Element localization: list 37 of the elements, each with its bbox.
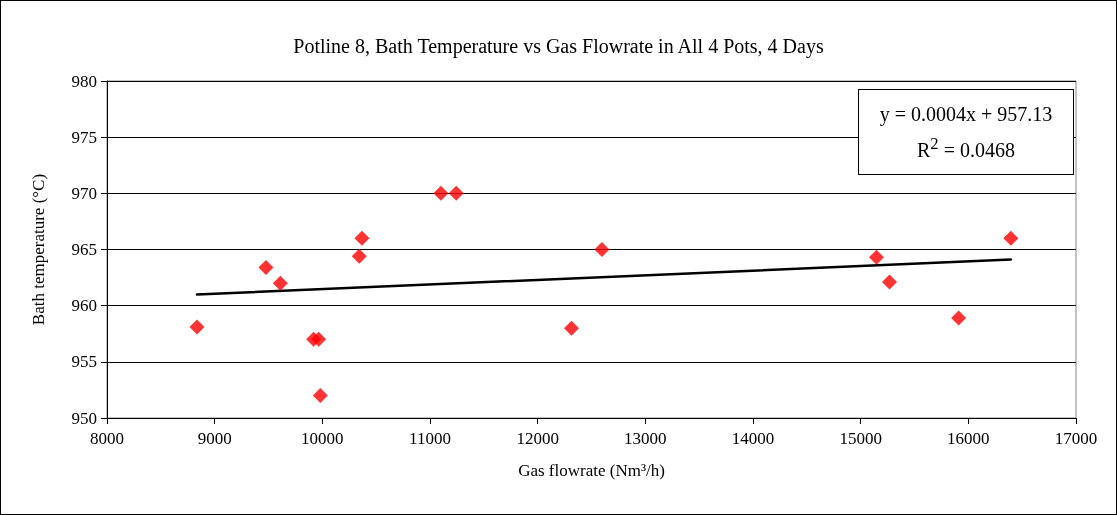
x-axis-title: Gas flowrate (Nm³/h) [518, 461, 665, 480]
point [433, 185, 449, 201]
x-tick-label: 15000 [839, 429, 882, 448]
point [351, 248, 367, 264]
y-tick-label: 960 [71, 296, 97, 316]
x-tick-label: 16000 [947, 429, 990, 448]
point [882, 274, 898, 290]
point [272, 275, 288, 291]
point [258, 259, 274, 275]
y-tick-label: 970 [71, 183, 97, 203]
x-tick-label: 11000 [409, 429, 451, 448]
point [311, 331, 327, 347]
point [563, 320, 579, 336]
point [594, 242, 610, 257]
x-tick-label: 10000 [301, 429, 344, 448]
x-tick-label: 12000 [516, 429, 559, 448]
y-tick-label: 955 [71, 352, 97, 372]
point [312, 388, 328, 404]
x-tick-label: 17000 [1054, 429, 1098, 448]
annotation: y = 0.0004x + 957.13 [878, 102, 1054, 128]
point [1003, 230, 1019, 246]
y-axis-title: Bath temperature (°C) [29, 173, 48, 326]
x-tick-label: 14000 [731, 429, 775, 448]
chart-title: Potline 8, Bath Temperature vs Gas Flowrate in All 4 Pots, 4 Days [293, 35, 824, 58]
point [868, 249, 884, 265]
y-tick-label: 980 [71, 71, 97, 91]
point [189, 319, 205, 335]
x-tick-label: 13000 [624, 429, 667, 448]
point [448, 185, 464, 201]
y-tick-label: 950 [71, 408, 97, 428]
x-tick-label: 9000 [197, 429, 232, 448]
point [354, 230, 370, 246]
point [951, 310, 967, 326]
y-tick-label: 965 [71, 240, 97, 259]
x-tick-label: 8000 [90, 429, 124, 448]
annotation: R$^{2}$ = 0.0468 [916, 133, 1016, 163]
y-tick-label: 975 [71, 127, 97, 147]
